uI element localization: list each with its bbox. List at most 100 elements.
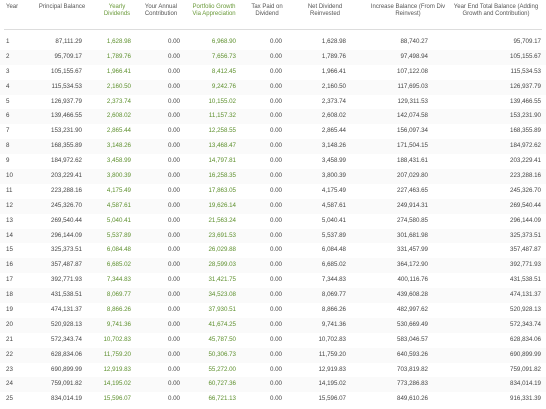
cell-yearend: 572,343.74 (510, 320, 541, 328)
cell-growth: 26,029.88 (208, 246, 236, 254)
cell-year: 18 (6, 291, 13, 299)
table-row: 4 115,534.53 2,160.50 0.00 9,242.76 0.00 2,160… (0, 79, 546, 95)
table-row: 2 95,709.17 1,789.76 0.00 7,656.73 0.00 1,789.… (0, 49, 546, 65)
cell-growth: 12,258.55 (208, 127, 236, 135)
cell-dividends: 5,040.41 (106, 216, 131, 224)
cell-net: 12,919.83 (318, 365, 346, 373)
cell-net: 15,596.07 (318, 395, 346, 403)
table-row: 11 223,288.16 4,175.49 0.00 17,863.05 0.00 4,1… (0, 184, 546, 199)
cell-yearend: 269,540.44 (510, 201, 541, 209)
cell-dividends: 6,685.02 (106, 261, 131, 269)
cell-tax: 0.00 (269, 82, 282, 90)
cell-net: 3,800.39 (321, 172, 346, 180)
cell-contribution: 0.00 (167, 201, 180, 209)
cell-contribution: 0.00 (167, 365, 180, 373)
cell-principal: 520,928.13 (51, 320, 82, 328)
cell-dividends: 3,458.99 (106, 157, 131, 165)
cell-yearend: 520,928.13 (510, 306, 541, 314)
cell-increase: 482,997.62 (397, 306, 428, 314)
cell-net: 1,628.98 (321, 38, 346, 45)
cell-contribution: 0.00 (167, 157, 180, 165)
cell-dividends: 4,175.49 (106, 186, 131, 194)
cell-principal: 223,288.16 (51, 186, 82, 194)
cell-increase: 773,286.83 (397, 380, 428, 388)
table-row: 8 168,355.89 3,148.26 0.00 13,468.47 0.00 3,14… (0, 139, 546, 155)
cell-contribution: 0.00 (167, 67, 180, 75)
cell-tax: 0.00 (269, 216, 282, 224)
cell-contribution: 0.00 (167, 142, 180, 150)
cell-year: 1 (6, 38, 10, 45)
table-row: 14 296,144.09 5,537.89 0.00 23,691.53 0.00 5,5… (0, 228, 546, 244)
cell-year: 8 (6, 142, 10, 150)
cell-year: 16 (6, 261, 13, 269)
table-row: 12 245,326.70 4,587.61 0.00 19,626.14 0.00 4,5… (0, 198, 546, 214)
cell-dividends: 10,702.83 (103, 335, 131, 343)
cell-principal: 95,709.17 (54, 52, 82, 60)
cell-increase: 129,311.53 (397, 97, 428, 105)
cell-dividends: 12,919.83 (103, 365, 131, 373)
cell-contribution: 0.00 (167, 246, 180, 254)
header-divider (4, 29, 542, 30)
cell-principal: 759,091.82 (51, 380, 82, 388)
cell-net: 2,865.44 (321, 127, 346, 135)
cell-contribution: 0.00 (167, 112, 180, 120)
cell-year: 21 (6, 335, 13, 343)
table-row: 3 105,155.67 1,966.41 0.00 8,412.45 0.00 1,966… (0, 65, 546, 80)
table-row: 18 431,538.51 8,069.77 0.00 34,523.08 0.00 8,0… (0, 288, 546, 304)
cell-year: 22 (6, 350, 13, 358)
cell-contribution: 0.00 (167, 276, 180, 284)
cell-tax: 0.00 (269, 38, 282, 45)
cell-growth: 17,863.05 (208, 186, 236, 194)
cell-year: 24 (6, 380, 13, 388)
cell-increase: 640,593.26 (397, 350, 428, 358)
cell-contribution: 0.00 (167, 395, 180, 403)
cell-increase: 207,029.80 (397, 172, 428, 180)
cell-yearend: 759,091.82 (510, 365, 541, 373)
table-row: 20 520,928.13 9,741.36 0.00 41,674.25 0.00 9,7… (0, 317, 546, 333)
cell-growth: 34,523.08 (208, 291, 236, 299)
cell-dividends: 2,160.50 (106, 82, 131, 90)
cell-dividends: 5,537.89 (106, 231, 131, 239)
cell-principal: 87,111.29 (55, 38, 82, 45)
cell-tax: 0.00 (269, 350, 282, 358)
cell-dividends: 8,069.77 (106, 291, 131, 299)
cell-growth: 28,599.03 (208, 261, 236, 269)
cell-contribution: 0.00 (167, 291, 180, 299)
cell-tax: 0.00 (269, 142, 282, 150)
cell-increase: 439,608.28 (397, 291, 428, 299)
cell-increase: 274,580.85 (397, 216, 428, 224)
col-header-yearly-dividends: Yearly Dividends (103, 4, 131, 17)
cell-increase: 364,172.90 (397, 261, 428, 269)
col-header-net-dividend: Net Dividend Reinvested (307, 4, 343, 17)
cell-growth: 10,155.02 (208, 97, 236, 105)
cell-year: 6 (6, 112, 10, 120)
cell-dividends: 4,587.61 (106, 201, 131, 209)
cell-net: 7,344.83 (321, 276, 346, 284)
cell-year: 2 (6, 52, 10, 60)
cell-contribution: 0.00 (167, 52, 180, 60)
cell-yearend: 325,373.51 (510, 231, 541, 239)
table-row: 7 153,231.90 2,865.44 0.00 12,258.55 0.00 2,86… (0, 124, 546, 139)
cell-net: 11,759.20 (318, 350, 346, 358)
cell-yearend: 203,229.41 (510, 157, 541, 165)
cell-tax: 0.00 (269, 67, 282, 75)
cell-net: 1,966.41 (321, 67, 346, 75)
cell-net: 14,195.02 (318, 380, 346, 388)
cell-tax: 0.00 (269, 186, 282, 194)
cell-principal: 126,937.79 (51, 97, 82, 105)
cell-year: 25 (6, 395, 13, 403)
cell-yearend: 139,466.55 (510, 97, 541, 105)
cell-tax: 0.00 (269, 261, 282, 269)
cell-net: 2,160.50 (321, 82, 346, 90)
cell-yearend: 153,231.90 (510, 112, 541, 120)
cell-contribution: 0.00 (167, 127, 180, 135)
cell-increase: 249,914.31 (397, 201, 428, 209)
table-row: 10 203,229.41 3,800.39 0.00 16,258.35 0.00 3,8… (0, 169, 546, 184)
col-header-growth: Portfolio Growth Via Appreciation (192, 4, 236, 17)
cell-net: 5,537.89 (321, 231, 346, 239)
cell-principal: 431,538.51 (51, 291, 82, 299)
cell-increase: 188,431.61 (397, 157, 428, 165)
cell-growth: 23,691.53 (208, 231, 236, 239)
cell-net: 8,069.77 (321, 291, 346, 299)
cell-principal: 572,343.74 (51, 335, 82, 343)
